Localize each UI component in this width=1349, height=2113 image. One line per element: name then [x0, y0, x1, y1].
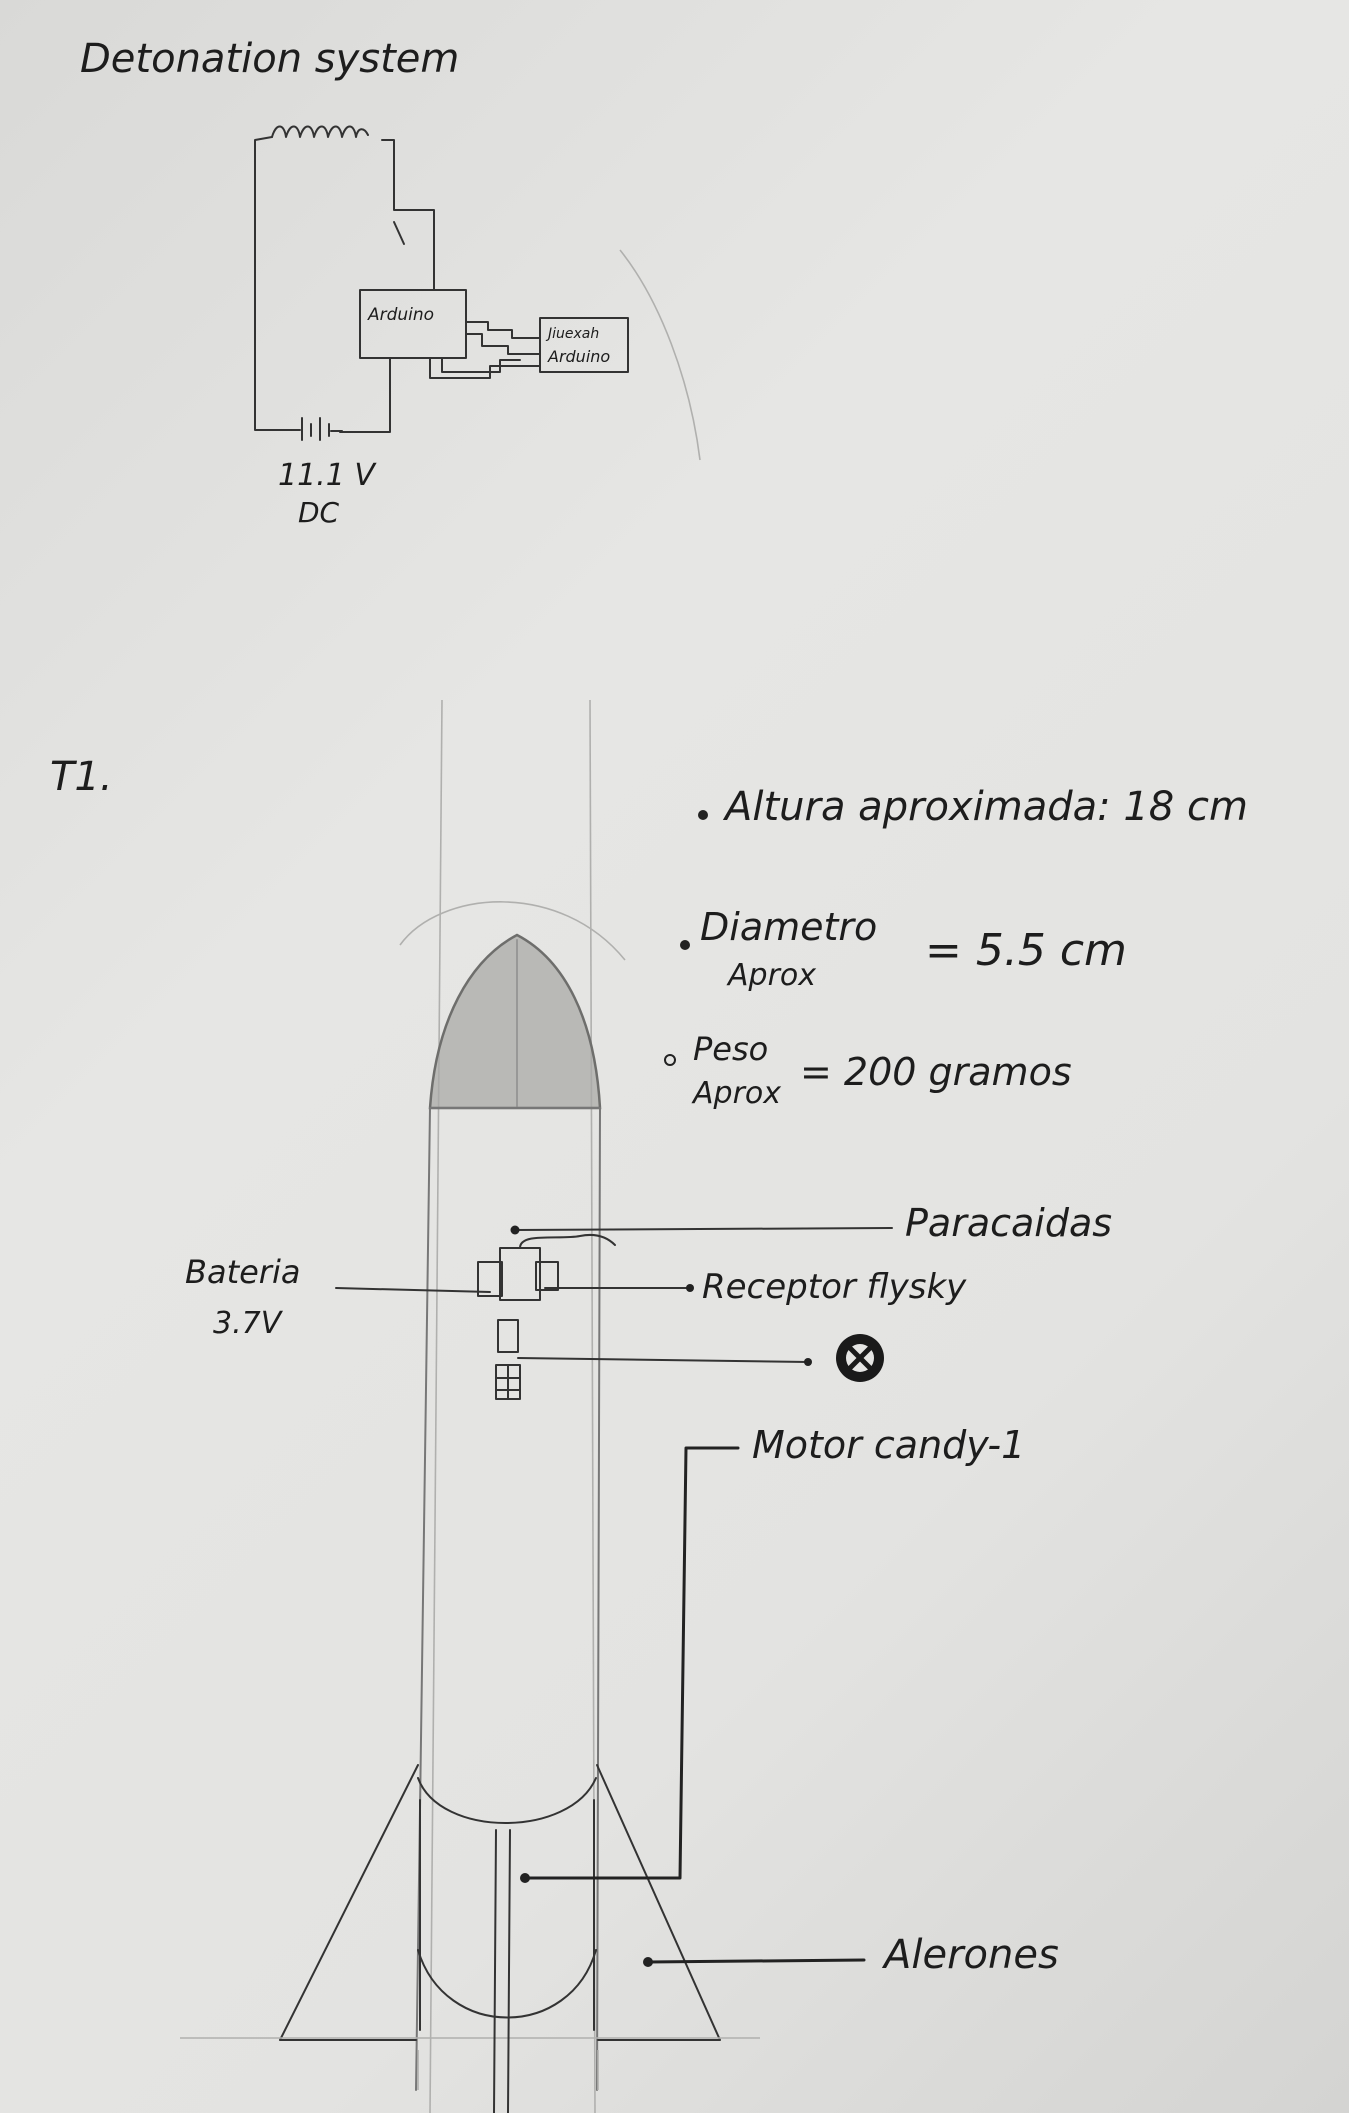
servo-grid	[495, 1364, 521, 1400]
specs-list: Altura aproximada: 18 cm Diametro Aprox …	[664, 784, 1248, 1111]
callouts: Paracaidas Bateria 3.7V Receptor flysky …	[185, 1201, 1112, 1978]
voltage-label: 11.1 V	[278, 458, 377, 493]
antenna-wire	[519, 1234, 616, 1249]
launch-rod-right	[507, 1829, 511, 2113]
faint-guide-line	[429, 699, 443, 2113]
motor-bottom-curve	[417, 1949, 597, 2019]
receiver-block	[499, 1247, 541, 1301]
spec-weight-line2: Aprox	[691, 1076, 781, 1111]
parachute-leader-dot	[510, 1225, 520, 1235]
circuit-wire-bottom	[339, 357, 391, 433]
detonator-leader-dot	[804, 1358, 812, 1366]
circuit-wire-left	[254, 136, 293, 431]
spec-height: Altura aproximada: 18 cm	[722, 784, 1248, 830]
detonator-block	[497, 1319, 519, 1353]
detonation-section: Detonation system Arduino 11.1 V DC Jiue	[80, 36, 629, 529]
receiver-leader-dot	[686, 1284, 694, 1292]
arduino-box	[359, 289, 467, 359]
receiver-box	[539, 317, 629, 373]
bullet-height	[698, 810, 708, 820]
circuit-wire-right	[381, 139, 435, 291]
body-tube-right	[596, 1107, 601, 2091]
motor-top-curve	[417, 1777, 597, 1824]
detonator-leader	[517, 1357, 809, 1363]
coil-symbol	[271, 125, 369, 138]
rocket-heading: T1.	[50, 754, 113, 800]
detonator-icon	[836, 1334, 884, 1382]
switch-symbol	[393, 221, 405, 245]
faint-guide-arc	[619, 249, 701, 461]
motor-leader	[523, 1446, 740, 1880]
rocket-section: T1. Altura aproximada: 18 cm Diametro Ap…	[50, 699, 1248, 2113]
receiver-label: Receptor flysky	[702, 1267, 967, 1307]
battery-leader	[335, 1287, 491, 1293]
fins-leader	[646, 1958, 866, 1964]
spec-diameter-value: = 5.5 cm	[925, 925, 1127, 976]
signal-wires	[429, 321, 541, 379]
body-tube-left	[415, 1107, 431, 2091]
bullet-weight	[664, 1054, 676, 1066]
parachute-leader	[514, 1227, 893, 1231]
battery-block	[477, 1261, 503, 1297]
spec-diameter-line2: Aprox	[726, 958, 816, 993]
battery-label-line1: Bateria	[185, 1253, 300, 1291]
detonation-title: Detonation system	[80, 36, 459, 82]
spec-weight-line1: Peso	[693, 1030, 768, 1068]
spec-weight-value: = 200 gramos	[800, 1050, 1072, 1094]
bullet-diameter	[680, 940, 690, 950]
spec-diameter-line1: Diametro	[700, 905, 877, 949]
parachute-label: Paracaidas	[905, 1201, 1112, 1245]
faint-guide-curve	[399, 901, 626, 961]
arduino-label: Arduino	[367, 305, 434, 325]
nose-cone	[428, 933, 602, 1110]
motor-leader-dot	[520, 1873, 530, 1883]
fins-label: Alerones	[881, 1932, 1059, 1978]
current-type-label: DC	[298, 496, 340, 529]
electronics-bay	[477, 1234, 616, 1400]
receiver-label-line2: Arduino	[547, 347, 610, 366]
battery-label-line2: 3.7V	[213, 1306, 284, 1341]
fin-right	[596, 1764, 721, 2041]
receiver-label-line1: Jiuexah	[545, 326, 599, 342]
fins-leader-dot	[643, 1957, 653, 1967]
fin-left	[279, 1764, 419, 2041]
motor-label: Motor candy-1	[752, 1423, 1025, 1467]
launch-rod-left	[493, 1829, 497, 2113]
receiver-inner	[535, 1261, 559, 1291]
battery-symbol	[291, 417, 343, 441]
